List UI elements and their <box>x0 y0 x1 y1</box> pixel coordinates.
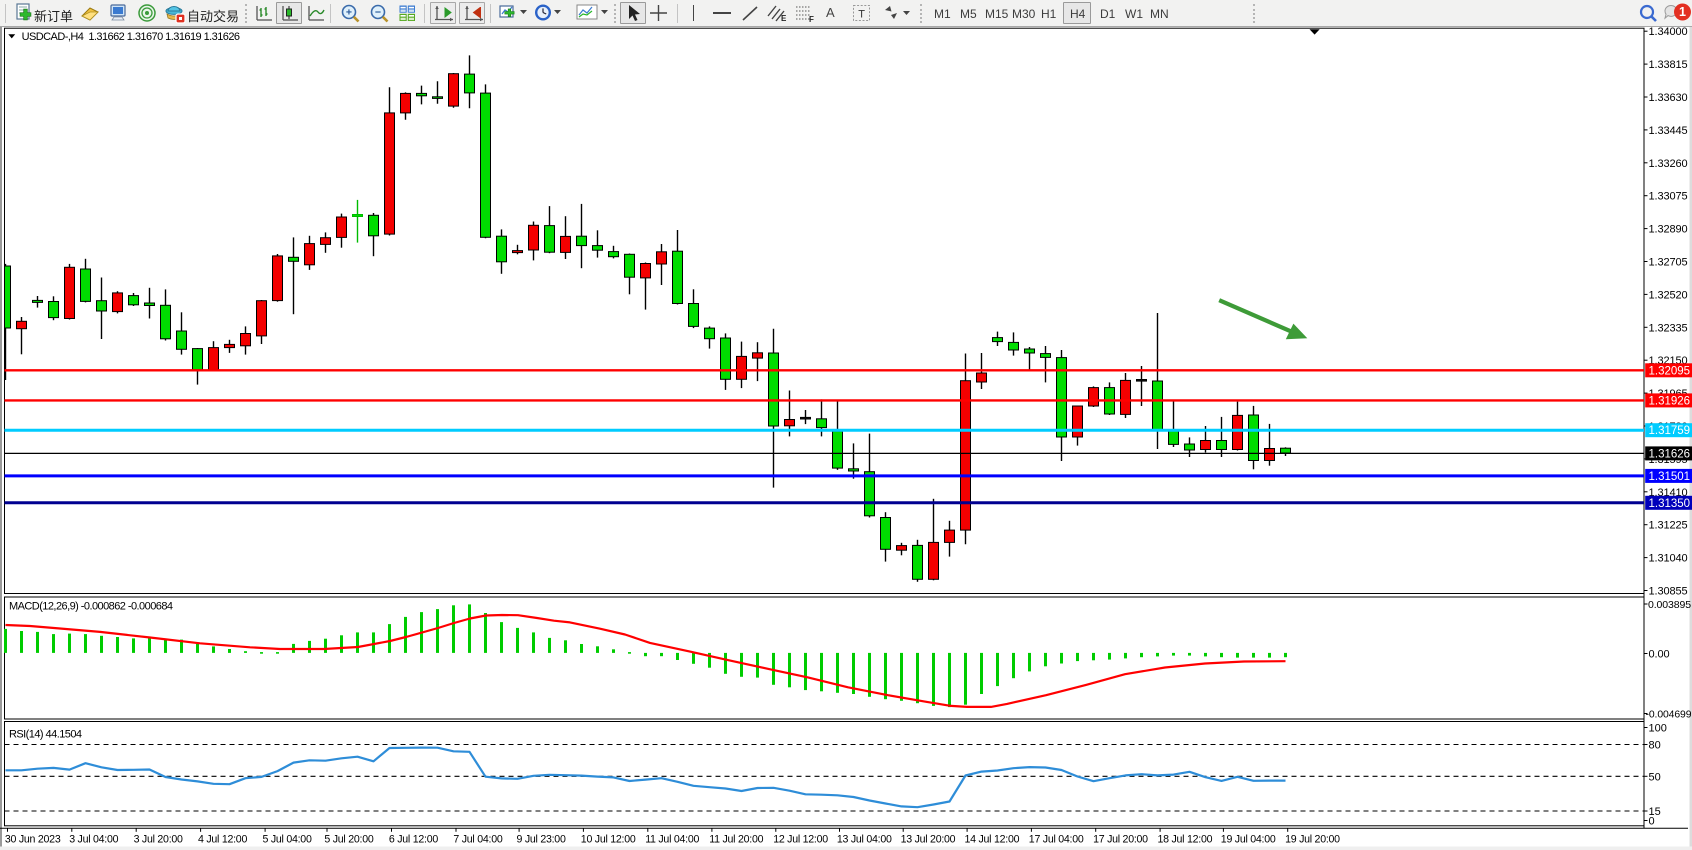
svg-text:1.31040: 1.31040 <box>1649 553 1688 565</box>
svg-text:80: 80 <box>1649 740 1661 752</box>
svg-text:1.31926: 1.31926 <box>1649 395 1691 407</box>
svg-text:1.33075: 1.33075 <box>1649 191 1688 203</box>
svg-text:6 Jul 12:00: 6 Jul 12:00 <box>389 834 438 846</box>
svg-text:0.003895: 0.003895 <box>1648 599 1691 611</box>
svg-text:F: F <box>809 15 814 24</box>
svg-text:1.33630: 1.33630 <box>1649 92 1688 104</box>
svg-text:0: 0 <box>1649 816 1655 828</box>
svg-text:1: 1 <box>1679 5 1686 19</box>
svg-text:1.32335: 1.32335 <box>1649 322 1688 334</box>
svg-text:11 Jul 20:00: 11 Jul 20:00 <box>709 834 763 846</box>
svg-text:1.32095: 1.32095 <box>1649 365 1691 377</box>
svg-text:18 Jul 12:00: 18 Jul 12:00 <box>1158 834 1213 846</box>
svg-text:1.32890: 1.32890 <box>1649 224 1688 236</box>
svg-text:7 Jul 04:00: 7 Jul 04:00 <box>453 834 502 846</box>
svg-text:1.33445: 1.33445 <box>1649 125 1688 137</box>
svg-text:−: − <box>375 7 381 19</box>
svg-text:E: E <box>781 14 787 23</box>
svg-text:19 Jul 20:00: 19 Jul 20:00 <box>1285 834 1340 846</box>
svg-text:19 Jul 04:00: 19 Jul 04:00 <box>1221 834 1276 846</box>
svg-text:1.33260: 1.33260 <box>1649 158 1688 170</box>
svg-text:1.34000: 1.34000 <box>1649 26 1688 38</box>
svg-text:50: 50 <box>1649 771 1661 783</box>
svg-text:3 Jul 04:00: 3 Jul 04:00 <box>69 834 118 846</box>
svg-text:USDCAD-,H4 1.31662 1.31670 1.: USDCAD-,H4 1.31662 1.31670 1.31619 1.316… <box>22 31 240 43</box>
svg-text:17 Jul 20:00: 17 Jul 20:00 <box>1093 834 1148 846</box>
svg-text:14 Jul 12:00: 14 Jul 12:00 <box>965 834 1020 846</box>
svg-text:MACD(12,26,9) -0.000862 -0.000: MACD(12,26,9) -0.000862 -0.000684 <box>9 601 173 613</box>
svg-text:100: 100 <box>1649 723 1667 735</box>
svg-text:T: T <box>858 9 865 21</box>
svg-text:13 Jul 04:00: 13 Jul 04:00 <box>837 834 892 846</box>
svg-text:1.32705: 1.32705 <box>1649 257 1688 269</box>
svg-text:11 Jul 04:00: 11 Jul 04:00 <box>645 834 699 846</box>
svg-text:4 Jul 12:00: 4 Jul 12:00 <box>198 834 247 846</box>
svg-text:0.00: 0.00 <box>1649 649 1670 661</box>
svg-text:13 Jul 20:00: 13 Jul 20:00 <box>901 834 956 846</box>
svg-text:1.31626: 1.31626 <box>1649 448 1691 460</box>
svg-text:17 Jul 04:00: 17 Jul 04:00 <box>1029 834 1084 846</box>
svg-text:1.31501: 1.31501 <box>1649 471 1691 483</box>
svg-text:1.32520: 1.32520 <box>1649 289 1688 301</box>
svg-text:5 Jul 04:00: 5 Jul 04:00 <box>263 834 312 846</box>
svg-text:5 Jul 20:00: 5 Jul 20:00 <box>324 834 373 846</box>
svg-text:12 Jul 12:00: 12 Jul 12:00 <box>773 834 828 846</box>
svg-text:10 Jul 12:00: 10 Jul 12:00 <box>581 834 636 846</box>
svg-text:+: + <box>346 7 352 19</box>
svg-text:-0.004699: -0.004699 <box>1646 710 1692 721</box>
svg-text:1.30855: 1.30855 <box>1649 586 1688 598</box>
svg-text:9 Jul 23:00: 9 Jul 23:00 <box>517 834 566 846</box>
svg-text:1.31350: 1.31350 <box>1649 498 1691 510</box>
svg-text:RSI(14) 44.1504: RSI(14) 44.1504 <box>9 729 82 741</box>
svg-text:1.31759: 1.31759 <box>1649 425 1691 437</box>
svg-text:1.33815: 1.33815 <box>1649 59 1688 71</box>
svg-text:1.31225: 1.31225 <box>1649 520 1688 532</box>
svg-text:30 Jun 2023: 30 Jun 2023 <box>5 834 61 846</box>
svg-text:15: 15 <box>1649 806 1661 818</box>
svg-text:3 Jul 20:00: 3 Jul 20:00 <box>134 834 183 846</box>
